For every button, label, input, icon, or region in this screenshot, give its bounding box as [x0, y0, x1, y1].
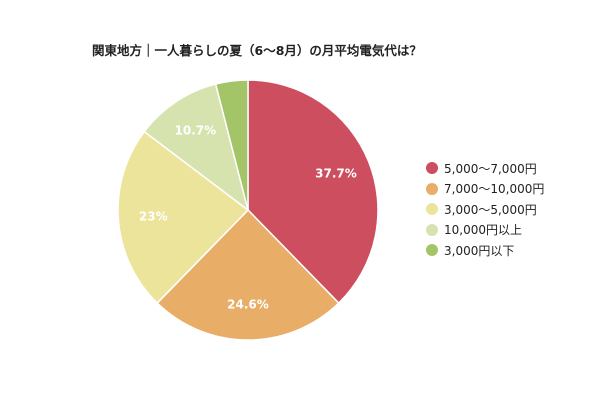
slice-label-4: 10.7% — [175, 123, 217, 137]
pie-slice-4 — [143, 83, 250, 212]
legend-swatch — [426, 162, 438, 175]
legend-label: 10,000円以上 — [444, 223, 522, 238]
legend-item: 3,000〜5,000円 — [426, 199, 544, 220]
slice-label-1: 37.7% — [315, 167, 357, 181]
legend-item: 10,000円以上 — [426, 220, 544, 241]
legend-swatch — [426, 203, 438, 216]
legend-swatch — [426, 223, 438, 236]
legend-item: 5,000〜7,000円 — [426, 158, 544, 179]
legend-label: 5,000〜7,000円 — [444, 161, 537, 176]
legend: 5,000〜7,000円 7,000〜10,000円 3,000〜5,000円 10,… — [426, 158, 544, 261]
pie-slice-3 — [117, 130, 250, 305]
legend-swatch — [426, 182, 438, 195]
pie-slice-5 — [214, 79, 249, 211]
chart-title: 関東地方｜一人暮らしの夏（6〜8月）の月平均電気代は？ — [92, 43, 422, 58]
legend-swatch — [426, 244, 438, 257]
legend-label: 3,000円以下 — [444, 243, 515, 258]
pie-slice-2 — [156, 208, 340, 341]
legend-item: 3,000円以下 — [426, 240, 544, 261]
slice-label-2: 24.6% — [227, 298, 269, 312]
legend-item: 7,000〜10,000円 — [426, 179, 544, 200]
legend-label: 7,000〜10,000円 — [444, 182, 545, 197]
pie-slice-1 — [247, 79, 379, 305]
slice-label-3: 23% — [139, 210, 168, 224]
legend-label: 3,000〜5,000円 — [444, 202, 537, 217]
